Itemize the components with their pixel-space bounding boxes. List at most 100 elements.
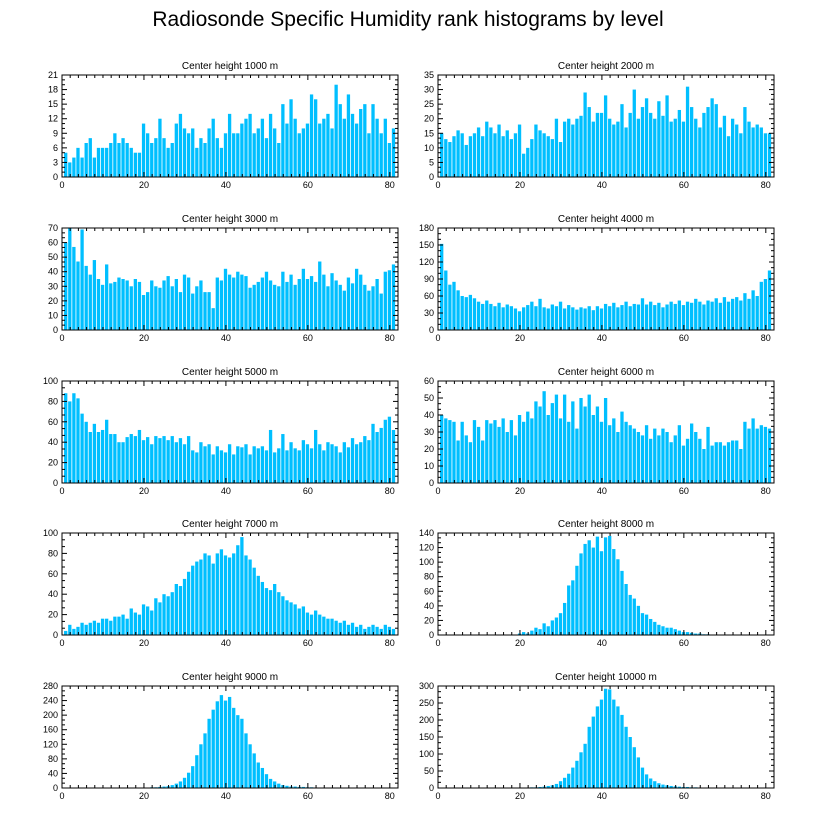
- histogram-bar: [203, 446, 207, 483]
- histogram-bar: [268, 113, 273, 177]
- plot-frame: [437, 532, 775, 636]
- histogram-bar: [178, 292, 183, 330]
- histogram-bar: [162, 594, 166, 635]
- x-tick-label: 20: [515, 180, 525, 190]
- histogram-panel: Center height 10000 m 0 20 40 60 80 0 50 100 150 2…: [419, 672, 775, 801]
- histogram-bar: [281, 271, 285, 330]
- histogram-panel: Center height 9000 m 0 20 40 60 80 0 40 80 120 160…: [43, 672, 399, 801]
- chart-main-title: Radiosonde Specific Humidity rank histog…: [152, 8, 664, 31]
- histogram-bar: [248, 287, 252, 330]
- histogram-bar: [485, 121, 489, 177]
- histogram-bar: [80, 413, 84, 483]
- histogram-bar: [236, 133, 240, 177]
- x-tick-label: 40: [221, 486, 231, 496]
- histogram-bar: [624, 127, 628, 177]
- x-tick-label: 80: [761, 486, 771, 496]
- histogram-bar: [747, 121, 751, 177]
- histogram-bar: [158, 118, 162, 177]
- histogram-bar: [252, 753, 256, 788]
- y-tick-label: 30: [424, 427, 434, 437]
- histogram-bar: [182, 274, 187, 330]
- histogram-bar: [137, 281, 142, 330]
- plot-frame: [61, 227, 399, 331]
- y-tick-label: 60: [48, 417, 58, 427]
- histogram-bar: [342, 290, 346, 330]
- histogram-bar: [248, 744, 252, 788]
- histogram-bar: [334, 280, 338, 330]
- x-tick-label: 20: [515, 791, 525, 801]
- y-tick-label: 160: [43, 725, 58, 735]
- histogram-bar: [297, 133, 301, 177]
- histogram-bar: [84, 265, 88, 330]
- histogram-bar: [575, 760, 579, 788]
- histogram-bar: [359, 624, 363, 635]
- histogram-bar: [702, 449, 706, 483]
- x-tick-label: 0: [435, 180, 440, 190]
- x-tick-label: 40: [221, 180, 231, 190]
- histogram-bar: [685, 301, 690, 330]
- x-tick-label: 60: [679, 638, 689, 648]
- histogram-bar: [624, 301, 628, 330]
- histogram-bar: [314, 429, 318, 483]
- histogram-bar: [64, 152, 68, 177]
- histogram-bar: [722, 115, 727, 177]
- histogram-bar: [677, 300, 682, 330]
- histogram-bar: [182, 777, 187, 788]
- histogram-bar: [100, 618, 105, 635]
- histogram-bar: [129, 608, 133, 635]
- x-tick-label: 20: [139, 486, 149, 496]
- histogram-bar: [195, 755, 199, 788]
- histogram-bar: [215, 701, 219, 788]
- histogram-bar: [562, 121, 567, 177]
- y-tick-label: 200: [419, 715, 434, 725]
- histogram-bar: [150, 143, 154, 177]
- histogram-bar: [236, 446, 240, 483]
- histogram-bar: [636, 605, 641, 635]
- histogram-bar: [264, 588, 269, 635]
- histogram-bar: [96, 147, 101, 177]
- histogram-bar: [301, 268, 306, 330]
- histogram-bar: [293, 604, 297, 635]
- histogram-bar: [522, 632, 526, 635]
- histogram-bar: [743, 421, 747, 483]
- x-tick-label: 20: [139, 791, 149, 801]
- histogram-bar: [681, 121, 686, 177]
- histogram-bar: [735, 297, 739, 330]
- histogram-panel: Center height 1000 m 0 20 40 60 80 0 3 6 9 12 15 18 2…: [48, 61, 399, 190]
- histogram-bar: [526, 411, 530, 483]
- histogram-bar: [538, 629, 542, 635]
- histogram-bar: [301, 606, 306, 635]
- histogram-bar: [342, 442, 346, 483]
- histogram-bar: [199, 138, 203, 177]
- histogram-bar: [117, 442, 121, 483]
- histogram-bar: [215, 277, 219, 330]
- histogram-bar: [673, 303, 677, 330]
- histogram-bar: [314, 99, 318, 177]
- x-tick-label: 40: [597, 638, 607, 648]
- histogram-bar: [273, 781, 277, 788]
- y-tick-label: 40: [424, 601, 434, 611]
- histogram-bar: [273, 452, 277, 483]
- panel-title: Center height 1000 m: [182, 61, 278, 72]
- histogram-bar: [166, 147, 170, 177]
- histogram-bar: [387, 416, 392, 483]
- y-tick-label: 40: [424, 410, 434, 420]
- histogram-bar: [603, 303, 608, 330]
- histogram-bar: [350, 622, 355, 635]
- histogram-bar: [223, 133, 228, 177]
- histogram-bar: [714, 442, 718, 483]
- histogram-bar: [481, 303, 485, 330]
- histogram-bar: [456, 290, 460, 330]
- histogram-bar: [174, 584, 178, 635]
- histogram-panel: Center height 3000 m 0 20 40 60 80 0 10 20 30 40 50…: [48, 214, 399, 343]
- histogram-bar: [215, 553, 219, 635]
- x-tick-label: 80: [761, 638, 771, 648]
- histogram-bar: [117, 277, 121, 330]
- histogram-bar: [133, 436, 138, 483]
- histogram-bar: [653, 621, 657, 635]
- histogram-bar: [653, 118, 657, 177]
- x-tick-label: 80: [385, 638, 395, 648]
- y-tick-label: 120: [419, 543, 434, 553]
- histogram-bar: [644, 98, 649, 177]
- histogram-bar: [562, 777, 567, 788]
